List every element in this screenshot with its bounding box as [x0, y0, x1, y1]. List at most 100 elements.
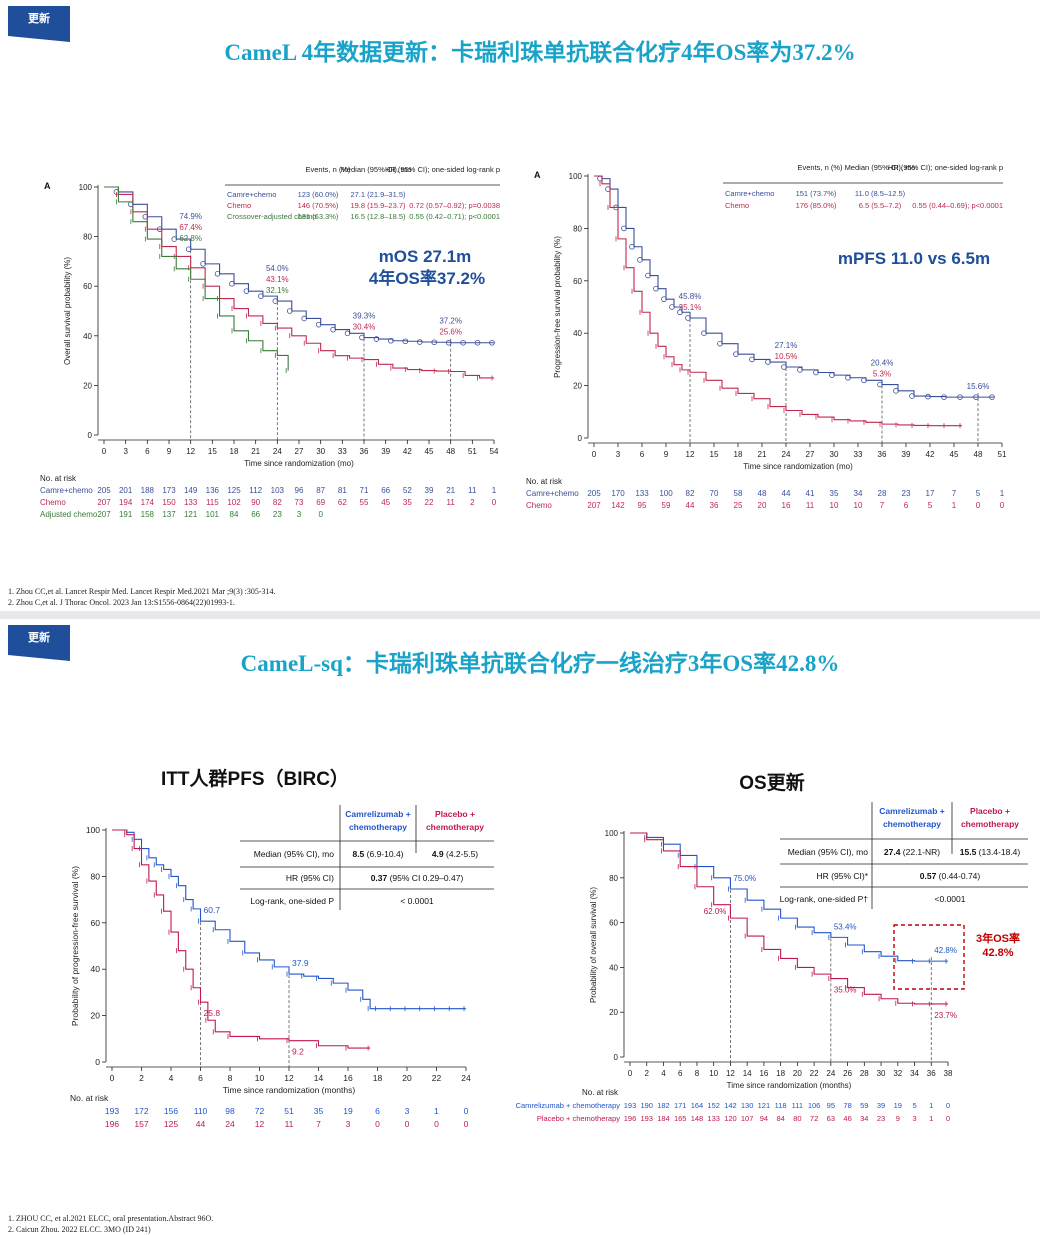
slide-2: 更新 CameL-sq：卡瑞利珠单抗联合化疗一线治疗3年OS率42.8% ITT… — [0, 619, 1040, 1235]
slide-title: CameL-sq：卡瑞利珠单抗联合化疗一线治疗3年OS率42.8% — [240, 651, 840, 676]
km-curve-1 — [594, 175, 994, 398]
risk-count: 172 — [134, 1106, 148, 1116]
risk-count: 87 — [316, 486, 325, 495]
x-tick-label: 45 — [425, 447, 434, 456]
y-axis-title: Progression-free survival probability (%… — [553, 236, 562, 378]
x-tick-label: 33 — [854, 450, 863, 459]
x-tick-label: 12 — [186, 447, 195, 456]
y-tick-label: 40 — [91, 964, 101, 974]
risk-count: 207 — [97, 498, 111, 507]
risk-count: 196 — [624, 1114, 637, 1123]
risk-count: 205 — [97, 486, 111, 495]
risk-count: 44 — [196, 1119, 206, 1129]
x-tick-label: 3 — [123, 447, 128, 456]
x-tick-label: 39 — [381, 447, 390, 456]
censor-mark — [286, 308, 293, 314]
censor-mark — [359, 334, 365, 341]
censor-mark — [243, 288, 250, 294]
risk-count: 12 — [255, 1119, 265, 1129]
risk-count: 1 — [929, 1114, 933, 1123]
x-tick-label: 0 — [102, 447, 107, 456]
update-tag-label: 更新 — [28, 632, 50, 644]
censor-mark — [669, 304, 675, 310]
reference-2: 2. Zhou C,et al. J Thorac Oncol. 2023 Ja… — [8, 598, 235, 607]
censor-mark — [214, 271, 221, 277]
censor-mark — [661, 296, 667, 302]
x-tick-label: 51 — [998, 450, 1007, 459]
x-tick-label: 24 — [826, 1069, 835, 1078]
x-tick-label: 28 — [860, 1069, 869, 1078]
landmark-label: 39.3% — [353, 312, 376, 321]
risk-table-title: No. at risk — [40, 474, 77, 483]
x-tick-label: 6 — [678, 1069, 683, 1078]
y-tick-label: 60 — [609, 919, 618, 928]
risk-count: 24 — [225, 1119, 235, 1129]
x-tick-label: 2 — [139, 1073, 144, 1083]
risk-count: 158 — [141, 510, 155, 519]
risk-row-name: Adjusted chemo — [40, 510, 98, 519]
risk-count: 94 — [760, 1114, 768, 1123]
y-tick-label: 80 — [609, 874, 618, 883]
risk-count: 0 — [1000, 501, 1005, 510]
risk-count: 103 — [271, 486, 285, 495]
risk-count: 121 — [758, 1101, 771, 1110]
risk-count: 100 — [659, 489, 673, 498]
risk-count: 21 — [446, 486, 455, 495]
landmark-label: 15.6% — [967, 382, 990, 391]
km-curve-2 — [112, 829, 371, 1049]
risk-count: 11 — [468, 486, 477, 495]
landmark-label: 9.2 — [292, 1047, 304, 1057]
table-events: 146 (70.5%) — [298, 201, 339, 210]
censor-mark — [829, 372, 835, 378]
risk-count: 90 — [251, 498, 260, 507]
risk-count: 1 — [1000, 489, 1005, 498]
landmark-label: 62.0% — [704, 907, 727, 916]
references: 1. Zhou CC,et al. Lancet Respir Med. Lan… — [8, 586, 276, 608]
risk-count: 25 — [734, 501, 743, 510]
landmark-label: 23.7% — [934, 1011, 957, 1020]
landmark-label: 37.2% — [439, 317, 462, 326]
x-tick-label: 45 — [950, 450, 959, 459]
table-hr: 0.72 (0.57–0.92); p=0.0038 — [409, 201, 500, 210]
x-tick-label: 38 — [944, 1069, 953, 1078]
table-events: 131 (63.3%) — [298, 212, 339, 221]
risk-count: 5 — [928, 501, 933, 510]
censor-mark — [629, 243, 635, 250]
y-tick-label: 20 — [91, 1011, 101, 1021]
y-tick-label: 40 — [573, 329, 582, 338]
table-row-label: Log-rank, one-sided P — [250, 896, 334, 906]
landmark-label: 60.7 — [204, 905, 221, 915]
risk-count: 73 — [295, 498, 304, 507]
risk-count: 118 — [775, 1101, 787, 1110]
risk-count: 20 — [758, 501, 767, 510]
km-curve-1 — [112, 829, 466, 1010]
censor-mark — [909, 393, 915, 399]
risk-count: 149 — [184, 486, 198, 495]
chart-heading-visible: OS更新 — [739, 771, 804, 794]
risk-count: 182 — [657, 1101, 670, 1110]
itt-pfs-km-chart: ITT人群PFS（BIRC）02040608010002468101214161… — [0, 732, 494, 1129]
censor-mark — [474, 339, 481, 346]
risk-count: 10 — [830, 501, 839, 510]
panel-label: A — [534, 170, 541, 180]
pfs-panel: PFSA020406080100036912151821242730333639… — [500, 122, 1036, 556]
risk-count: 6 — [904, 501, 909, 510]
risk-count: 44 — [686, 501, 695, 510]
censor-mark — [957, 394, 963, 400]
table-cell-b: 15.5 (13.4-18.4) — [960, 847, 1021, 857]
risk-count: 193 — [105, 1106, 119, 1116]
risk-count: 59 — [860, 1101, 868, 1110]
censor-mark — [621, 225, 627, 232]
risk-count: 58 — [734, 489, 743, 498]
censor-mark — [685, 315, 691, 321]
table-cell-a: 8.5 (6.9-10.4) — [352, 849, 403, 859]
censor-mark — [877, 381, 883, 388]
table-cell-merged: 0.37 (95% CI 0.29–0.47) — [371, 873, 464, 883]
risk-count: 95 — [638, 501, 647, 510]
risk-count: 0 — [464, 1119, 469, 1129]
x-tick-label: 12 — [726, 1069, 735, 1078]
itt-pfs-panel: ITT人群PFS（BIRC）02040608010002468101214161… — [0, 732, 510, 1159]
risk-count: 46 — [843, 1114, 851, 1123]
risk-count: 0 — [492, 498, 497, 507]
table-header: Median (95% CI), mo — [845, 163, 916, 172]
